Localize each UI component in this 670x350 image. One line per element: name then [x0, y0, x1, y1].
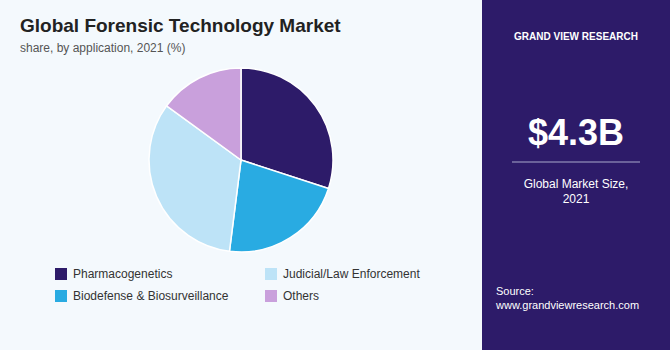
background [0, 0, 482, 350]
annotation-line: Global Market Size, [524, 177, 629, 191]
subtitle: share, by application, 2021 (%) [20, 41, 185, 55]
annotation: Source: www.grandviewresearch.com [495, 285, 639, 311]
annotation: GRAND VIEW RESEARCH [514, 31, 638, 42]
legend-item: Biodefense & Biosurveillance [55, 289, 229, 303]
pie-slice [167, 68, 241, 160]
pie [149, 68, 333, 252]
legend: Pharmacogenetics Biodefense & Biosurveill… [55, 267, 420, 303]
chart: Global Forensic Technology Market share, … [0, 0, 670, 350]
legend-swatch [55, 290, 67, 302]
legend-swatch [265, 268, 277, 280]
annotation-line: www.grandviewresearch.com [495, 299, 639, 311]
legend-label: Pharmacogenetics [73, 267, 172, 281]
side-panel [482, 0, 670, 350]
legend-item: Judicial/Law Enforcement [265, 267, 420, 281]
divider [512, 162, 640, 163]
legend-label: Biodefense & Biosurveillance [73, 289, 229, 303]
title: Global Forensic Technology Market [20, 15, 341, 36]
legend-swatch [55, 268, 67, 280]
legend-swatch [265, 290, 277, 302]
legend-item: Pharmacogenetics [55, 267, 172, 281]
annotation: $4.3B [528, 112, 624, 153]
pie-slice [229, 160, 328, 252]
annotation-line: GRAND VIEW RESEARCH [514, 31, 638, 42]
annotation-line: 2021 [563, 192, 590, 206]
annotation-line: Source: [496, 285, 534, 297]
legend-label: Others [283, 289, 319, 303]
annotation: Global Market Size,2021 [524, 177, 629, 206]
legend-item: Others [265, 289, 319, 303]
annotation-line: $4.3B [528, 112, 624, 153]
legend-label: Judicial/Law Enforcement [283, 267, 420, 281]
